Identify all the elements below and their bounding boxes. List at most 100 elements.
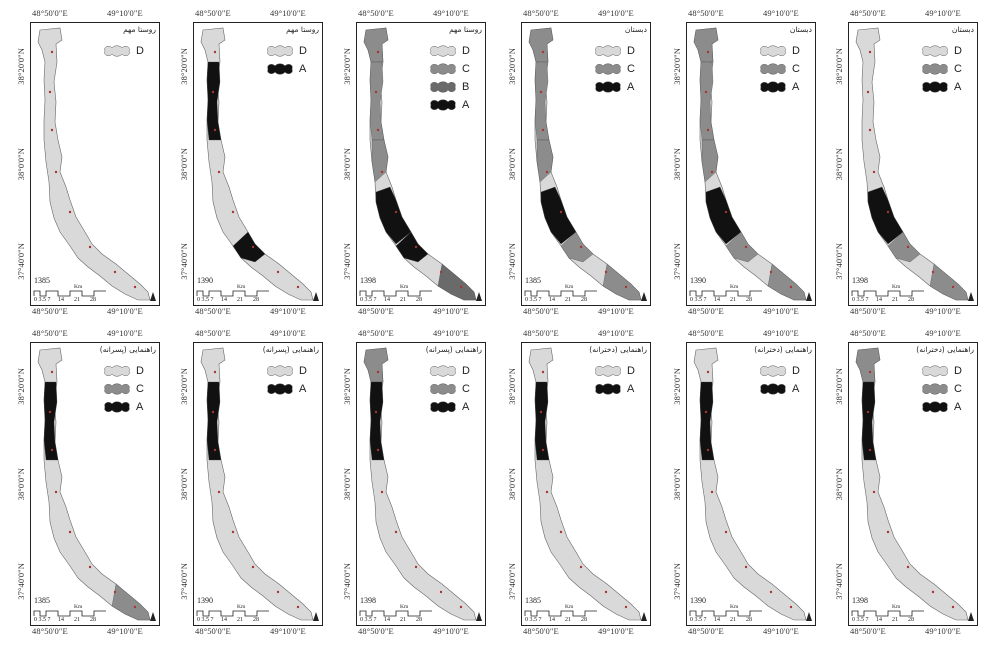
village-point	[50, 128, 54, 132]
legend-item: C	[758, 62, 800, 76]
legend-label: D	[627, 365, 635, 377]
legend-swatch	[430, 45, 456, 57]
scale-tick: 21	[400, 297, 406, 303]
scale-tick: 0 3.5 7	[852, 297, 869, 303]
coordinate-label: 48°50'0"E	[688, 306, 724, 316]
scale-bar: Km 0 3.5 7 14 21 28	[359, 284, 460, 304]
coordinate-label: 38°0'0"N	[834, 468, 844, 501]
scale-unit: Km	[565, 604, 574, 610]
coordinate-label: 48°50'0"E	[32, 626, 68, 636]
coordinate-label: 37°40'0"N	[342, 563, 352, 600]
legend-label: C	[954, 63, 962, 75]
village-point	[868, 370, 872, 374]
coordinate-label: 48°50'0"E	[358, 328, 394, 338]
coordinate-label: 49°10'0"E	[925, 328, 961, 338]
legend-swatch	[760, 45, 786, 57]
coordinate-label: 37°40'0"N	[834, 563, 844, 600]
coordinate-label: 38°0'0"N	[834, 148, 844, 181]
coordinate-label: 38°20'0"N	[672, 368, 682, 405]
zone-level-A	[540, 186, 577, 245]
zone-level-C	[887, 231, 921, 263]
scale-bar: Km 0 3.5 7 14 21 28	[196, 604, 297, 624]
legend-swatch	[922, 365, 948, 377]
legend-item: D	[758, 364, 800, 378]
basin-map	[363, 27, 477, 301]
village-point	[624, 285, 628, 289]
legend-item: D	[428, 44, 470, 58]
legend-item: D	[102, 44, 144, 58]
village-point	[872, 490, 876, 494]
coordinate-label: 38°20'0"N	[16, 368, 26, 405]
coordinate-label: 48°50'0"E	[688, 328, 724, 338]
village-point	[380, 490, 384, 494]
coordinate-label: 49°10'0"E	[107, 328, 143, 338]
coordinate-label: 38°20'0"N	[672, 48, 682, 85]
legend-item: A	[265, 62, 306, 76]
zone-level-C	[536, 139, 554, 183]
panel-title: روستا مهم	[449, 25, 482, 34]
basin-map	[855, 347, 969, 621]
zone-level-C	[363, 27, 389, 63]
zone-level-A	[395, 231, 429, 263]
year-label: 1398	[852, 276, 868, 285]
village-point	[724, 210, 728, 214]
zone-level-A	[534, 381, 550, 461]
scale-tick: 14	[549, 297, 555, 303]
zone-level-C	[528, 27, 554, 63]
scale-unit: Km	[892, 604, 901, 610]
scale-tick: 0 3.5 7	[525, 297, 542, 303]
village-point	[868, 448, 872, 452]
coordinate-label: 49°10'0"E	[107, 626, 143, 636]
coordinate-label: 38°0'0"N	[672, 148, 682, 181]
village-point	[769, 270, 773, 274]
coordinate-label: 48°50'0"E	[850, 626, 886, 636]
scale-tick: 14	[384, 617, 390, 623]
legend-swatch	[922, 45, 948, 57]
coordinate-label: 49°10'0"E	[107, 8, 143, 18]
coordinate-label: 49°10'0"E	[598, 8, 634, 18]
coordinate-label: 38°0'0"N	[16, 468, 26, 501]
zone-level-C	[855, 347, 881, 383]
scale-tick: 14	[58, 617, 64, 623]
scale-bar: Km 0 3.5 7 14 21 28	[524, 284, 625, 304]
scale-tick: 21	[565, 617, 571, 623]
legend-item: C	[102, 382, 144, 396]
coordinate-label: 49°10'0"E	[925, 306, 961, 316]
zone-level-C	[560, 231, 594, 263]
north-arrow-icon	[476, 292, 482, 301]
scale-unit: Km	[892, 284, 901, 290]
coordinate-label: 48°50'0"E	[358, 306, 394, 316]
village-point	[394, 210, 398, 214]
village-point	[789, 285, 793, 289]
village-point	[50, 50, 54, 54]
zone-level-A	[206, 381, 222, 461]
legend-item: D	[758, 44, 800, 58]
legend-label: A	[462, 99, 470, 111]
village-point	[54, 170, 58, 174]
village-point	[872, 170, 876, 174]
year-label: 1398	[852, 596, 868, 605]
year-label: 1398	[360, 276, 376, 285]
legend-item: A	[593, 382, 634, 396]
coordinate-label: 49°10'0"E	[763, 306, 799, 316]
zone-level-A	[375, 186, 412, 245]
scale-tick: 0 3.5 7	[34, 617, 51, 623]
coordinate-label: 38°0'0"N	[179, 148, 189, 181]
village-point	[276, 590, 280, 594]
legend-item: D	[920, 44, 962, 58]
village-point	[541, 448, 545, 452]
scale-tick: 0 3.5 7	[690, 617, 707, 623]
basin-outline	[37, 27, 151, 301]
zone-level-C	[371, 139, 389, 183]
scale-tick: 28	[581, 617, 587, 623]
coordinate-label: 37°40'0"N	[672, 563, 682, 600]
legend-label: A	[954, 401, 962, 413]
coordinate-label: 37°40'0"N	[16, 563, 26, 600]
scale-tick: 14	[221, 617, 227, 623]
village-point	[88, 565, 92, 569]
scale-tick: 28	[253, 297, 259, 303]
village-point	[414, 245, 418, 249]
village-point	[951, 285, 955, 289]
village-point	[706, 448, 710, 452]
panel-title: روستا مهم	[123, 25, 156, 34]
